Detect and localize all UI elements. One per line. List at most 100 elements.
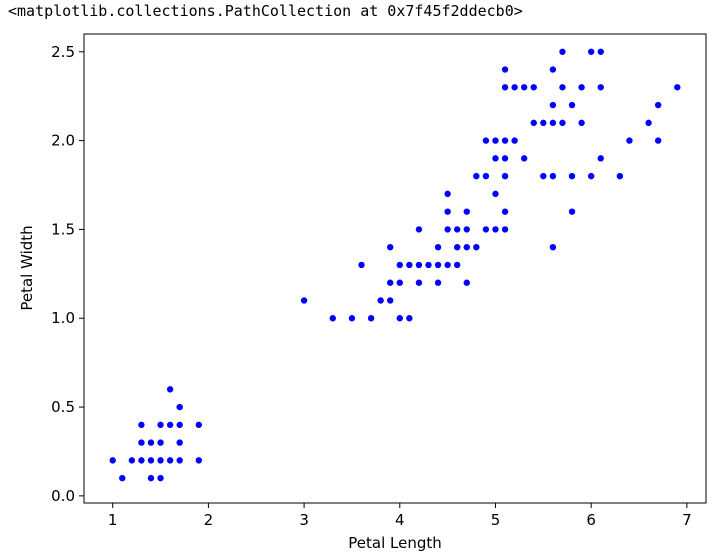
y-axis-ticks: 0.0 0.5 1.0 1.5 2.0 2.5 [51,43,84,505]
x-tick-label: 2 [204,511,214,529]
scatter-point [577,83,586,92]
scatter-point [443,261,452,269]
scatter-point [616,172,624,180]
scatter-point [501,83,509,92]
scatter-point [195,421,203,429]
y-tick-label: 0.5 [51,398,75,416]
x-tick-label: 7 [682,511,692,529]
scatter-point [568,101,576,109]
scatter-point [482,172,490,180]
x-tick-label: 5 [491,511,501,529]
scatter-point [577,119,586,127]
scatter-point [587,47,595,56]
scatter-point [376,296,385,305]
scatter-point [395,278,404,287]
y-axis-label: Petal Width [18,225,36,310]
scatter-point [510,136,519,145]
scatter-point [156,456,165,465]
scatter-point [549,65,557,74]
scatter-point [147,474,155,482]
scatter-point [415,225,423,234]
scatter-point [491,136,500,145]
scatter-point [156,421,165,429]
scatter-point [596,47,605,56]
scatter-point [415,278,423,287]
scatter-point [300,296,308,305]
scatter-point [491,190,500,198]
scatter-point [166,421,174,429]
scatter-point [654,136,662,145]
x-tick-label: 4 [395,511,405,529]
scatter-point [587,172,595,180]
scatter-point [549,119,557,127]
scatter-point [348,314,356,323]
scatter-point [175,456,184,465]
scatter-point [501,154,509,163]
scatter-point [405,314,414,323]
scatter-point [118,474,127,482]
y-tick-label: 2.5 [51,43,75,61]
x-tick-label: 1 [108,511,118,529]
scatter-point [434,243,442,251]
scatter-point [147,456,155,465]
scatter-point [529,83,538,92]
scatter-point [462,207,471,216]
cell-output-text: <matplotlib.collections.PathCollection a… [8,2,523,20]
scatter-point [108,456,117,465]
scatter-point [501,136,509,145]
scatter-point [166,385,174,394]
y-tick-label: 1.5 [51,220,75,238]
scatter-point [386,278,395,287]
scatter-point [443,225,452,234]
y-tick-label: 0.0 [51,487,75,505]
scatter-point [443,190,452,198]
scatter-point [462,278,471,287]
scatter-point [434,278,442,287]
scatter-point [549,101,557,109]
scatter-point [501,65,509,74]
scatter-point [501,207,509,216]
scatter-point [147,438,155,447]
scatter-point [520,154,528,163]
scatter-point [549,243,557,251]
x-tick-label: 6 [586,511,596,529]
scatter-point [156,438,165,447]
scatter-point [405,261,414,269]
scatter-point [175,438,184,447]
scatter-point [453,225,462,234]
scatter-point [625,136,634,145]
y-tick-label: 1.0 [51,309,75,327]
scatter-point [673,83,682,92]
scatter-point [175,421,184,429]
scatter-point [386,243,395,251]
scatter-point [434,261,442,269]
scatter-point [156,474,165,482]
scatter-point [482,225,490,234]
scatter-point [520,83,528,92]
scatter-point [549,172,557,180]
scatter-point [472,243,481,251]
scatter-point [137,438,146,447]
scatter-point [137,456,146,465]
scatter-point [128,456,136,465]
scatter-point [367,314,375,323]
scatter-point [596,83,605,92]
scatter-point [453,261,462,269]
scatter-point [482,136,490,145]
scatter-point [510,83,519,92]
scatter-point [491,154,500,163]
scatter-point [395,261,404,269]
scatter-point [443,207,452,216]
scatter-point [644,119,653,127]
scatter-points [108,47,682,482]
plot-frame [83,33,707,504]
scatter-point [568,207,576,216]
scatter-point [462,225,471,234]
scatter-point [415,261,423,269]
y-tick-label: 2.0 [51,132,75,150]
scatter-point [395,314,404,323]
scatter-point [166,456,174,465]
scatter-point [539,119,548,127]
scatter-point [558,83,567,92]
